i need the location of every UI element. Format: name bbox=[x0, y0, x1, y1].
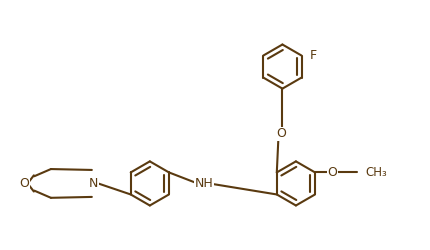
Text: O: O bbox=[327, 166, 337, 179]
Text: F: F bbox=[310, 49, 317, 62]
Text: N: N bbox=[89, 177, 98, 190]
Text: CH₃: CH₃ bbox=[365, 166, 387, 179]
Text: NH: NH bbox=[194, 177, 213, 190]
Text: O: O bbox=[276, 128, 286, 140]
Text: O: O bbox=[19, 177, 29, 190]
